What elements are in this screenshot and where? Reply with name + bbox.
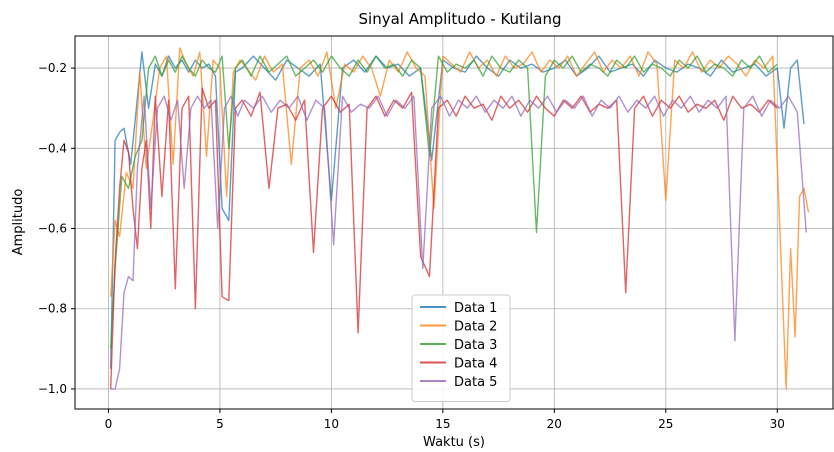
x-tick-label: 20 [547,417,562,431]
x-axis-label: Waktu (s) [423,435,485,450]
legend-label: Data 1 [454,301,497,316]
y-tick-label: −0.4 [38,141,67,155]
y-tick-label: −1.0 [38,382,67,396]
legend-box [411,294,511,402]
legend-label: Data 2 [454,320,497,335]
y-axis: −1.0 −0.8 −0.6 −0.4 −0.2 [38,61,75,396]
series-layer [110,47,810,390]
x-tick-label: 15 [435,417,450,431]
x-tick-label: 0 [105,417,113,431]
legend: Data 1 Data 2 Data 3 Data 4 Data 5 [411,294,511,402]
y-tick-label: −0.8 [38,302,67,316]
series-line-data-5 [110,95,807,390]
series-line-data-1 [110,51,805,369]
plot-frame [74,35,834,410]
y-tick-label: −0.6 [38,222,67,236]
y-axis-label: Amplitudo [11,189,26,256]
x-tick-label: 25 [658,417,673,431]
legend-label: Data 4 [454,357,497,372]
chart-title: Sinyal Amplitudo - Kutilang [359,10,562,28]
y-tick-label: −0.2 [38,61,67,75]
x-tick-label: 30 [770,417,785,431]
x-axis: 0 5 10 15 20 25 30 [105,409,785,431]
legend-label: Data 5 [454,375,497,390]
series-line-data-2 [110,47,810,390]
x-tick-label: 5 [216,417,224,431]
legend-label: Data 3 [454,338,497,353]
x-tick-label: 10 [324,417,339,431]
series-line-data-3 [110,55,778,349]
